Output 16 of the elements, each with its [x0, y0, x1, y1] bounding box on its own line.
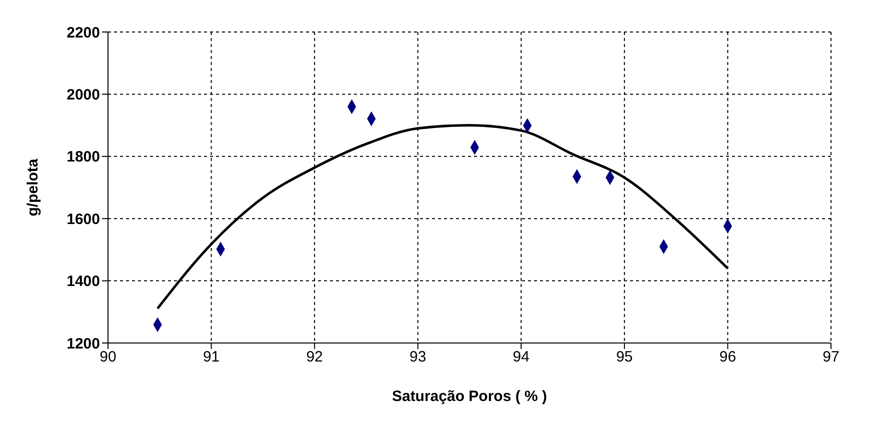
- y-tick-label: 1400: [66, 273, 100, 290]
- x-tick-label: 94: [512, 348, 530, 366]
- x-tick-label: 90: [100, 348, 116, 366]
- y-tick-label: 2200: [66, 24, 100, 42]
- x-tick-label: 95: [616, 348, 633, 366]
- x-axis-title: Saturação Poros ( % ): [392, 388, 548, 405]
- x-tick-label: 92: [306, 348, 323, 366]
- x-tick-label: 91: [202, 348, 220, 366]
- y-tick-label: 1800: [66, 148, 100, 166]
- y-tick-label: 1600: [66, 210, 100, 228]
- x-tick-label: 97: [822, 348, 840, 366]
- y-axis-title: g/pelota: [24, 158, 42, 216]
- y-tick-label: 1200: [66, 335, 100, 352]
- y-tick-label: 2000: [66, 86, 100, 104]
- x-tick-label: 96: [719, 348, 736, 366]
- x-tick-label: 93: [410, 348, 426, 366]
